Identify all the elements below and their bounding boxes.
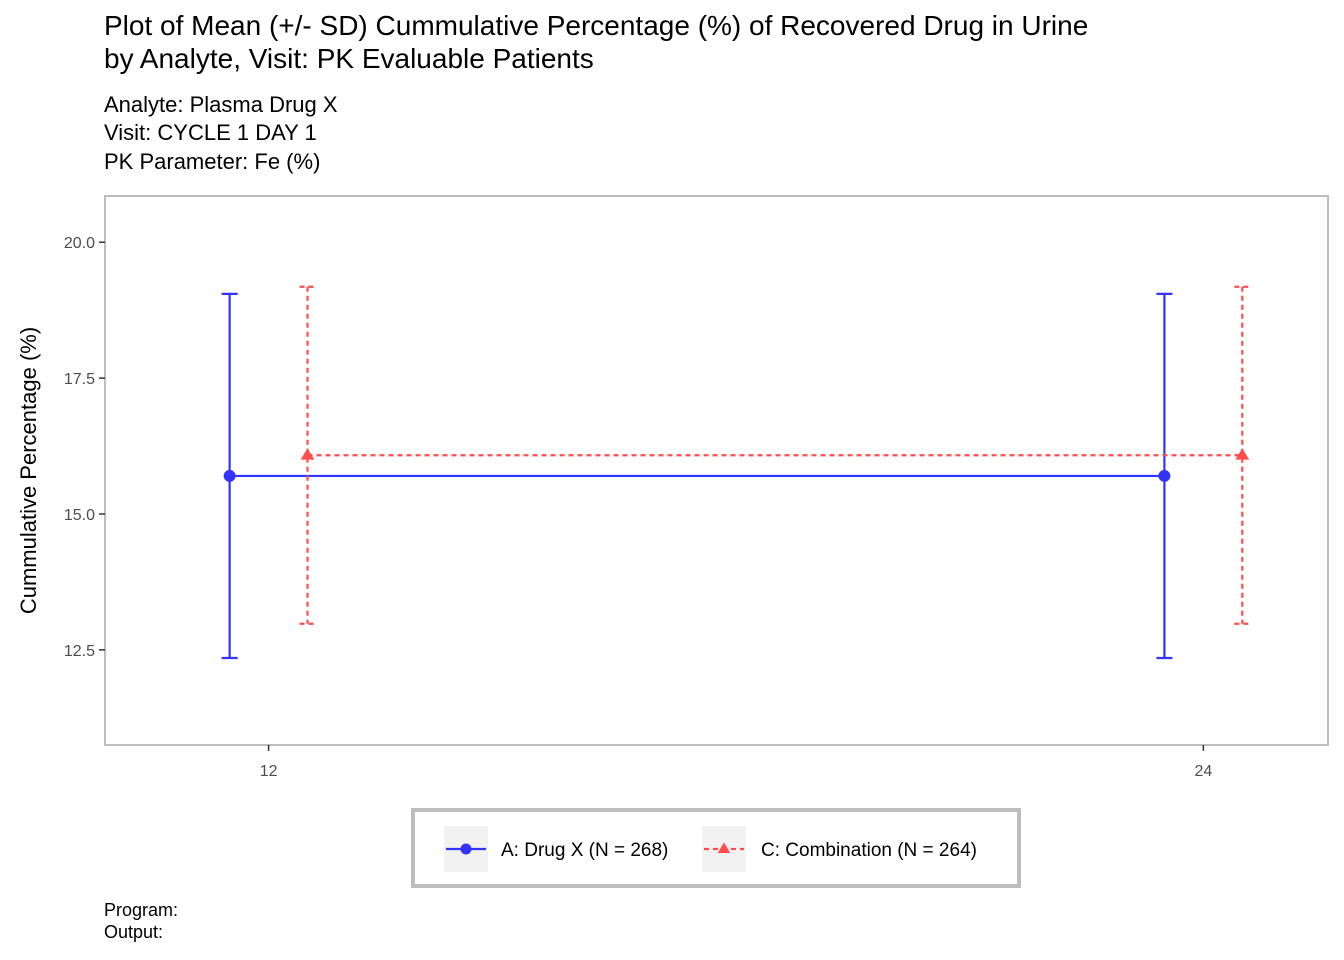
data-point-1	[1158, 469, 1171, 482]
legend: A: Drug X (N = 268) C: Combination (N = 2…	[411, 808, 1021, 888]
legend-key-marker	[717, 842, 731, 853]
legend-key-marker	[460, 843, 472, 855]
legend-label: A: Drug X (N = 268)	[501, 840, 668, 861]
data-point-2	[1235, 448, 1250, 460]
legend-label: C: Combination (N = 264)	[761, 840, 977, 861]
legend-box	[411, 808, 1021, 888]
subtitle-analyte: Analyte: Plasma Drug X	[104, 92, 338, 117]
y-tick-label: 20.0	[64, 235, 95, 252]
axes: 12.5 15.0 17.5 20.0 12 24 Cummulative Percenta…	[16, 195, 1329, 780]
y-tick-label: 15.0	[64, 507, 95, 524]
subtitle-pk-parameter: PK Parameter: Fe (%)	[104, 149, 321, 174]
data-point-1	[223, 469, 236, 482]
subtitle-visit: Visit: CYCLE 1 DAY 1	[104, 120, 317, 145]
y-tick-label: 17.5	[64, 371, 95, 388]
y-axis-title: Cummulative Percentage (%)	[16, 327, 41, 614]
chart-title-line-2: by Analyte, Visit: PK Evaluable Patients	[104, 43, 594, 74]
chart-title-line-1: Plot of Mean (+/- SD) Cummulative Percen…	[104, 10, 1089, 41]
panel-border	[104, 195, 1329, 746]
x-tick-label: 24	[1194, 763, 1212, 780]
x-tick-label: 12	[260, 763, 278, 780]
footer-output: Output:	[104, 922, 164, 942]
plot-area	[221, 285, 1251, 660]
footer-program: Program:	[104, 900, 179, 920]
data-point-2	[300, 448, 315, 460]
y-tick-label: 12.5	[64, 643, 95, 660]
